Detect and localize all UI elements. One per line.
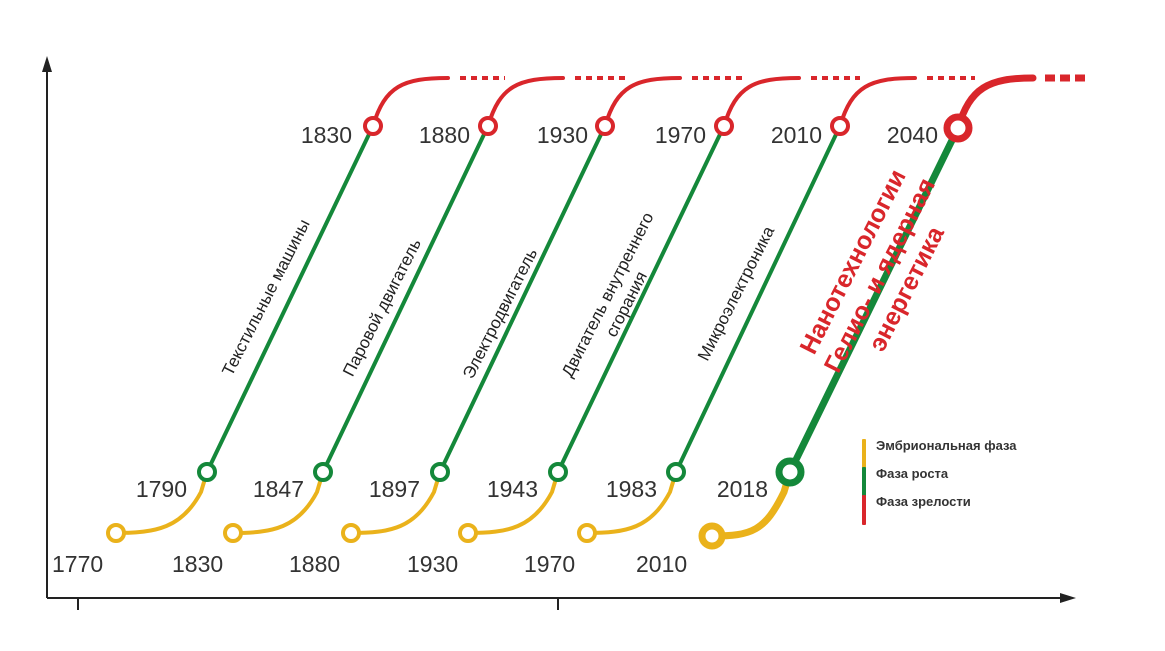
growth-year-label: 1897: [369, 476, 420, 502]
embryonic-phase-curve: [349, 470, 442, 535]
growth-phase-line: [438, 125, 607, 473]
growth-node: [548, 462, 568, 482]
start-year-label: 1880: [289, 551, 340, 577]
growth-year-label: 2018: [717, 476, 768, 502]
maturity-node: [943, 113, 973, 143]
technology-label: Текстильные машины: [218, 216, 313, 379]
legend-label-embryonic: Эмбриональная фаза: [876, 438, 1017, 453]
maturity-node: [478, 116, 498, 136]
start-node: [698, 522, 726, 550]
start-year-label: 1930: [407, 551, 458, 577]
legend: Эмбриональная фаза Фаза роста Фаза зрело…: [862, 437, 1036, 525]
growth-node: [775, 457, 805, 487]
growth-node: [313, 462, 333, 482]
start-node: [577, 523, 597, 543]
growth-phase-line: [556, 125, 726, 473]
start-year-label: 1830: [172, 551, 223, 577]
y-axis-arrow: [42, 56, 52, 72]
growth-year-label: 1943: [487, 476, 538, 502]
technology-label: НанотехнологииГелио- и ядернаяэнергетика: [792, 160, 968, 391]
growth-year-label: 1983: [606, 476, 657, 502]
wave-3: 1880 1897 1930 Электродвигатель: [289, 76, 742, 577]
legend-item-growth: Фаза роста: [862, 465, 1036, 497]
start-year-label: 1970: [524, 551, 575, 577]
start-node: [223, 523, 243, 543]
maturity-node: [595, 116, 615, 136]
maturity-phase-curve: [371, 76, 450, 128]
growth-phase-line: [321, 125, 490, 473]
embryonic-phase-curve: [585, 470, 678, 535]
maturity-year-label: 1930: [537, 122, 588, 148]
maturity-phase-curve: [486, 76, 565, 128]
maturity-year-label: 1880: [419, 122, 470, 148]
growth-phase-line: [786, 126, 962, 474]
start-year-label: 1770: [52, 551, 103, 577]
technology-label: Паровой двигатель: [339, 235, 425, 379]
growth-node: [197, 462, 217, 482]
embryonic-phase-curve: [114, 470, 209, 535]
legend-label-growth: Фаза роста: [876, 466, 949, 481]
start-year-label: 2010: [636, 551, 687, 577]
maturity-year-label: 2010: [771, 122, 822, 148]
embryonic-phase-curve: [231, 470, 325, 535]
growth-phase-line: [205, 125, 375, 473]
maturity-year-label: 1970: [655, 122, 706, 148]
maturity-node: [714, 116, 734, 136]
legend-swatch-maturity: [862, 495, 866, 525]
legend-swatch-growth: [862, 467, 866, 497]
maturity-phase-curve: [722, 76, 801, 128]
maturity-year-label: 2040: [887, 122, 938, 148]
axes: [42, 56, 1076, 610]
technology-label-line: Электродвигатель: [459, 245, 541, 382]
technology-label-line: Паровой двигатель: [339, 235, 425, 379]
maturity-phase-curve: [603, 76, 682, 128]
legend-item-maturity: Фаза зрелости: [862, 493, 1036, 525]
embryonic-phase-curve: [466, 470, 560, 535]
growth-node: [666, 462, 686, 482]
maturity-year-label: 1830: [301, 122, 352, 148]
growth-year-label: 1790: [136, 476, 187, 502]
legend-label-maturity: Фаза зрелости: [876, 494, 971, 509]
x-axis-arrow: [1060, 593, 1076, 603]
growth-node: [430, 462, 450, 482]
start-node: [106, 523, 126, 543]
maturity-node: [363, 116, 383, 136]
start-node: [341, 523, 361, 543]
technology-label: Электродвигатель: [459, 245, 541, 382]
technology-label-line: Текстильные машины: [218, 216, 313, 379]
growth-phase-line: [674, 125, 842, 473]
legend-swatch-embryonic: [862, 439, 866, 469]
legend-item-embryonic: Эмбриональная фаза: [862, 437, 1036, 469]
technology-label: Двигатель внутреннегосгорания: [558, 209, 676, 389]
growth-year-label: 1847: [253, 476, 304, 502]
maturity-node: [830, 116, 850, 136]
maturity-phase-curve: [838, 76, 917, 128]
start-node: [458, 523, 478, 543]
wave-1: 1770 1790 1830 Текстильные машины: [52, 76, 505, 577]
